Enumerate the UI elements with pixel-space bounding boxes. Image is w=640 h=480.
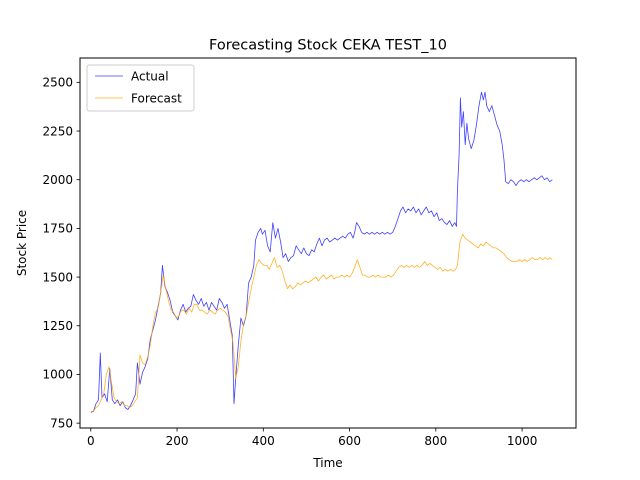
legend-label-actual: Actual <box>131 69 169 83</box>
y-tick-label: 1250 <box>42 319 73 333</box>
plot-series <box>90 91 553 413</box>
x-axis-label: Time <box>312 456 342 470</box>
legend: Actual Forecast <box>86 64 195 112</box>
x-axis: 0 200 400 600 800 1000 <box>87 428 537 448</box>
legend-box <box>86 64 195 112</box>
y-axis: 750 1000 1250 1500 1750 2000 2250 2500 <box>42 76 80 430</box>
y-tick-label: 1750 <box>42 222 73 236</box>
chart-title: Forecasting Stock CEKA TEST_10 <box>209 38 447 54</box>
x-tick-label: 800 <box>424 434 447 448</box>
y-axis-label: Stock Price <box>15 210 29 276</box>
series-line-actual <box>90 91 553 413</box>
series-line-forecast <box>90 233 553 412</box>
x-tick-label: 0 <box>87 434 95 448</box>
y-tick-label: 2000 <box>42 173 73 187</box>
x-tick-label: 600 <box>338 434 361 448</box>
y-tick-label: 750 <box>50 416 73 430</box>
y-tick-label: 1000 <box>42 368 73 382</box>
legend-label-forecast: Forecast <box>131 91 182 105</box>
plot-frame <box>79 57 577 429</box>
y-tick-label: 2500 <box>42 76 73 90</box>
x-tick-label: 400 <box>252 434 275 448</box>
x-tick-label: 200 <box>166 434 189 448</box>
y-tick-label: 1500 <box>42 270 73 284</box>
y-tick-label: 2250 <box>42 124 73 138</box>
x-tick-label: 1000 <box>507 434 538 448</box>
